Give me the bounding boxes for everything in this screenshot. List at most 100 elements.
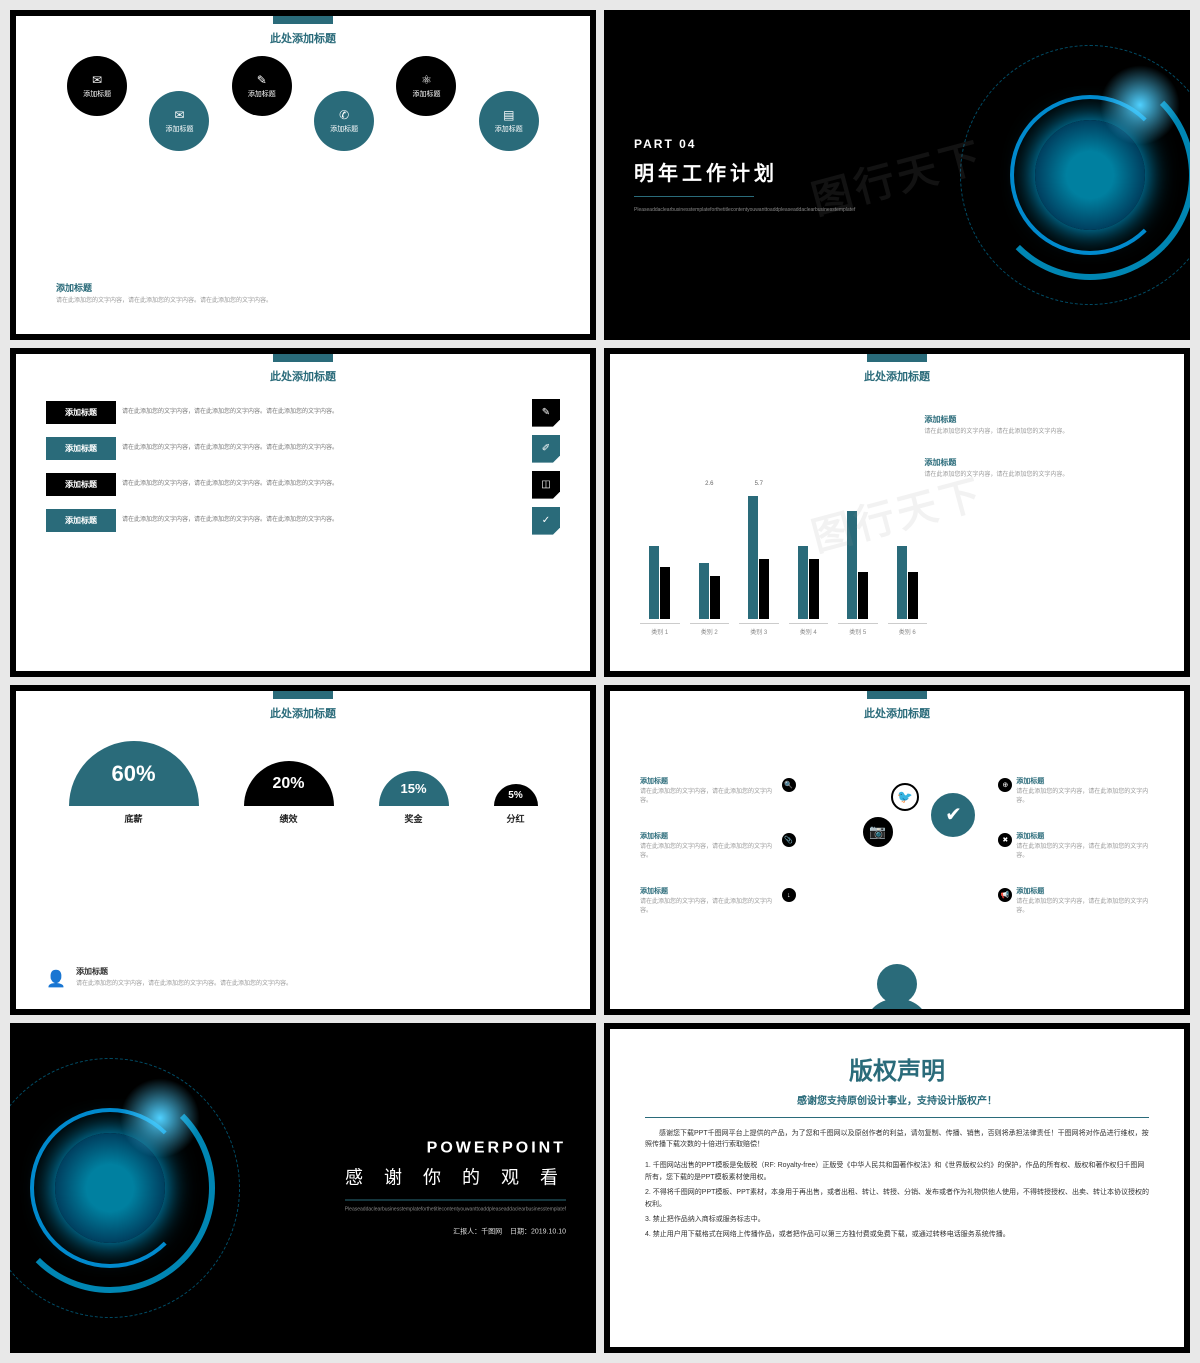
- tech-globe-icon: [10, 1058, 240, 1318]
- slide-3: 此处添加标题 添加标题请在此添加您的文字内容，请在此添加您的文字内容。请在此添加…: [10, 348, 596, 678]
- slide-grid: 此处添加标题 ✉添加标题✉添加标题✎添加标题✆添加标题⚛添加标题▤添加标题 添加…: [10, 10, 1190, 1353]
- row-label: 添加标题: [46, 473, 116, 496]
- body-text: 请在此添加您的文字内容，请在此添加您的文字内容。请在此添加您的文字内容。: [76, 980, 560, 989]
- slide-title: 此处添加标题: [610, 368, 1184, 384]
- body-text: 请在此添加您的文字内容，请在此添加您的文字内容。: [640, 843, 778, 860]
- body-text: 请在此添加您的文字内容，请在此添加您的文字内容。: [640, 898, 778, 915]
- semicircle-chart: 60% 底薪 20%绩效 15%奖金 5% 分红: [46, 741, 560, 825]
- divider: [345, 1199, 566, 1200]
- semi-label: 分红: [494, 812, 538, 825]
- body-text: 请在此添加您的文字内容，请在此添加您的文字内容。: [924, 471, 1154, 480]
- accent-tab: [273, 354, 333, 362]
- semicircle: 5%: [494, 784, 538, 806]
- slide-1: 此处添加标题 ✉添加标题✉添加标题✎添加标题✆添加标题⚛添加标题▤添加标题 添加…: [10, 10, 596, 340]
- row-icon: ✎: [532, 399, 560, 427]
- bar-chart: 类别 12.6类别 25.7类别 3类别 4类别 5 类别 6: [640, 404, 927, 637]
- body-text: 请在此添加您的文字内容，请在此添加您的文字内容。: [1016, 788, 1154, 805]
- circle-item: ✆添加标题: [314, 91, 374, 151]
- bar: [858, 572, 868, 620]
- sub-title: 添加标题: [1016, 886, 1154, 896]
- row-label: 添加标题: [46, 401, 116, 424]
- semi-item: 15%奖金: [379, 771, 449, 825]
- bar: [759, 559, 769, 620]
- semicircle: 60%: [69, 741, 199, 806]
- sub-title: 添加标题: [1016, 831, 1154, 841]
- infographic-body: 🐦✔📷添加标题请在此添加您的文字内容，请在此添加您的文字内容。🔍添加标题请在此添…: [610, 721, 1184, 1015]
- info-block: 添加标题请在此添加您的文字内容，请在此添加您的文字内容。✖: [1016, 831, 1154, 860]
- circle-item: ⚛添加标题: [396, 56, 456, 116]
- bar-category: 类别 6: [888, 623, 928, 636]
- list-row: 添加标题请在此添加您的文字内容，请在此添加您的文字内容。请在此添加您的文字内容。…: [46, 399, 560, 427]
- part-label: PART 04: [634, 137, 855, 151]
- bar-group: 5.7类别 3: [739, 481, 779, 636]
- copyright-list: 1. 千图网站出售的PPT模板是免版税（RF: Royalty-free）正版受…: [645, 1160, 1149, 1240]
- body-text: 请在此添加您的文字内容，请在此添加您的文字内容。: [1016, 898, 1154, 915]
- row-icon: ◫: [532, 471, 560, 499]
- circle-item: ✎ 添加标题: [232, 56, 292, 116]
- bar: [847, 511, 857, 619]
- circle-icon: ✉: [174, 108, 184, 122]
- row-label: 添加标题: [46, 509, 116, 532]
- bar: [798, 546, 808, 620]
- slide-2: PART 04 明年工作计划 Pleaseaddaclearbusinesste…: [604, 10, 1190, 340]
- slide-title: 此处添加标题: [16, 368, 590, 384]
- person-head-icon: [877, 964, 917, 1004]
- semi-item: 5% 分红: [494, 784, 538, 825]
- bar-category: 类别 3: [739, 623, 779, 636]
- accent-tab: [273, 691, 333, 699]
- slide-title: 此处添加标题: [16, 705, 590, 721]
- divider: [634, 196, 754, 197]
- accent-tab: [273, 16, 333, 24]
- bar-group: 类别 1: [640, 487, 680, 636]
- circle-item: ▤添加标题: [479, 91, 539, 151]
- copyright-intro: 感谢您下载PPT千图网平台上提供的产品，为了您和千图网以及原创作者的利益，请勿复…: [645, 1128, 1149, 1150]
- circle-label: 添加标题: [495, 124, 523, 134]
- circle-label: 添加标题: [165, 124, 193, 134]
- list-row: 添加标题请在此添加您的文字内容，请在此添加您的文字内容。请在此添加您的文字内容。…: [46, 507, 560, 535]
- info-block: 添加标题请在此添加您的文字内容，请在此添加您的文字内容。🔍: [640, 776, 778, 805]
- bar-group: 2.6类别 2: [690, 481, 730, 636]
- row-icon: ✓: [532, 507, 560, 535]
- copyright-item: 1. 千图网站出售的PPT模板是免版税（RF: Royalty-free）正版受…: [645, 1160, 1149, 1184]
- info-block: 添加标题请在此添加您的文字内容，请在此添加您的文字内容。↓: [640, 886, 778, 915]
- dot-icon: ↓: [782, 888, 796, 902]
- semi-label: 底薪: [69, 812, 199, 825]
- semicircle: 20%: [244, 761, 334, 806]
- divider: [645, 1117, 1149, 1118]
- section-header: PART 04 明年工作计划 Pleaseaddaclearbusinesste…: [634, 137, 855, 213]
- person-icon: 👤: [46, 969, 66, 989]
- accent-tab: [867, 691, 927, 699]
- section-title: 明年工作计划: [634, 157, 855, 186]
- list-rows: 添加标题请在此添加您的文字内容，请在此添加您的文字内容。请在此添加您的文字内容。…: [46, 399, 560, 535]
- list-row: 添加标题请在此添加您的文字内容，请在此添加您的文字内容。请在此添加您的文字内容。…: [46, 471, 560, 499]
- reporter-value: 千图网: [481, 1228, 502, 1235]
- chart-annotations: 添加标题 请在此添加您的文字内容，请在此添加您的文字内容。 添加标题 请在此添加…: [924, 414, 1154, 500]
- bar-value: 2.6: [705, 481, 713, 487]
- circle-label: 添加标题: [83, 89, 111, 99]
- row-text: 请在此添加您的文字内容，请在此添加您的文字内容。请在此添加您的文字内容。: [122, 408, 526, 416]
- thanks-title: 感 谢 你 的 观 看: [345, 1163, 566, 1189]
- copyright-subtitle: 感谢您支持原创设计事业，支持设计版权产！: [645, 1092, 1149, 1107]
- semi-item: 60% 底薪: [69, 741, 199, 825]
- row-text: 请在此添加您的文字内容，请在此添加您的文字内容。请在此添加您的文字内容。: [122, 444, 526, 452]
- bar: [908, 572, 918, 620]
- circle-icon: ✎: [257, 73, 267, 87]
- bar-group: 类别 6: [888, 487, 928, 636]
- circle-label: 添加标题: [248, 89, 276, 99]
- body-text: 请在此添加您的文字内容，请在此添加您的文字内容。: [924, 428, 1154, 437]
- bar-group: 类别 5: [838, 487, 878, 636]
- body-text: 请在此添加您的文字内容，请在此添加您的文字内容。: [1016, 843, 1154, 860]
- bar: [809, 559, 819, 620]
- dot-icon: ✖: [998, 833, 1012, 847]
- circle-label: 添加标题: [330, 124, 358, 134]
- copyright-item: 4. 禁止用户用下载格式在网络上传播作品，或者把作品可以第三方独付费或免费下载，…: [645, 1229, 1149, 1241]
- circle-icon: ⚛: [421, 73, 432, 87]
- thanks-block: POWERPOINT 感 谢 你 的 观 看 Pleaseaddaclearbu…: [345, 1139, 566, 1236]
- meta-line: 汇报人：千图网 日期：2019.10.10: [345, 1226, 566, 1236]
- slide1-subtext: 添加标题 请在此添加您的文字内容，请在此添加您的文字内容。请在此添加您的文字内容…: [56, 281, 550, 306]
- bar: [748, 496, 758, 620]
- bar-group: 类别 4: [789, 487, 829, 636]
- semi-item: 20%绩效: [244, 761, 334, 825]
- copyright-block: 版权声明 感谢您支持原创设计事业，支持设计版权产！ 感谢您下载PPT千图网平台上…: [610, 1029, 1184, 1266]
- slide-7: POWERPOINT 感 谢 你 的 观 看 Pleaseaddaclearbu…: [10, 1023, 596, 1353]
